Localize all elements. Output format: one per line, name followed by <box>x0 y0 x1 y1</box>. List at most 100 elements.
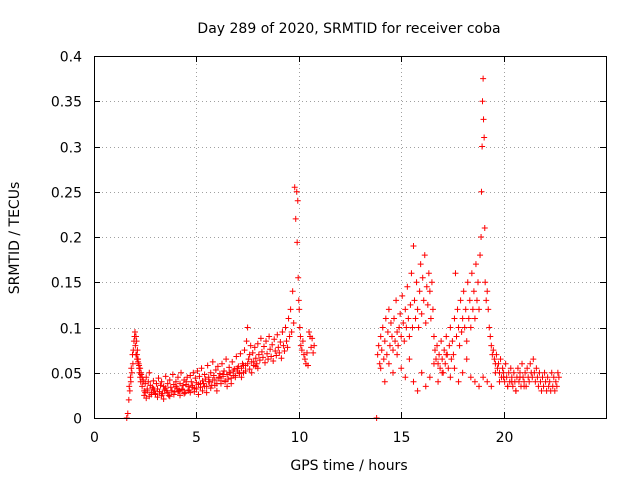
data-point <box>298 347 305 354</box>
data-point <box>290 319 297 326</box>
data-point <box>190 369 197 376</box>
data-point <box>310 349 317 356</box>
data-point <box>399 292 406 299</box>
data-point <box>456 342 463 349</box>
data-point <box>383 351 390 358</box>
data-point <box>144 387 151 394</box>
data-point <box>418 369 425 376</box>
data-point <box>471 378 478 385</box>
data-point <box>177 380 184 387</box>
data-point <box>283 338 290 345</box>
data-point <box>476 383 483 390</box>
data-point <box>430 360 437 367</box>
data-point <box>465 315 472 322</box>
data-point <box>137 365 144 372</box>
data-point <box>398 365 405 372</box>
data-point <box>464 279 471 286</box>
data-point <box>236 369 243 376</box>
data-point <box>180 382 187 389</box>
data-point <box>448 356 455 363</box>
data-point <box>485 306 492 313</box>
data-point <box>426 374 433 381</box>
data-point <box>164 389 171 396</box>
data-point <box>504 383 511 390</box>
data-point <box>548 369 555 376</box>
data-point <box>193 386 200 393</box>
data-point <box>270 357 277 364</box>
data-point <box>244 360 251 367</box>
y-tick-label: 0 <box>73 412 82 428</box>
data-point <box>214 363 221 370</box>
data-point <box>382 315 389 322</box>
data-point <box>463 356 470 363</box>
data-point <box>406 356 413 363</box>
data-point <box>187 372 194 379</box>
data-point <box>204 362 211 369</box>
data-point <box>129 360 136 367</box>
data-point <box>400 319 407 326</box>
data-point <box>407 301 414 308</box>
data-point <box>126 383 133 390</box>
x-axis-label: GPS time / hours <box>290 458 407 474</box>
data-point <box>488 383 495 390</box>
data-point <box>536 369 543 376</box>
data-point <box>479 98 486 105</box>
data-point <box>146 369 153 376</box>
data-point <box>265 356 272 363</box>
data-point <box>436 351 443 358</box>
data-point <box>421 252 428 259</box>
data-point <box>480 75 487 82</box>
data-point <box>477 252 484 259</box>
data-point <box>157 382 164 389</box>
data-point <box>519 360 526 367</box>
data-point <box>225 376 232 383</box>
data-point <box>148 391 155 398</box>
data-point <box>493 351 500 358</box>
data-point <box>277 338 284 345</box>
data-point <box>296 324 303 331</box>
data-point <box>529 374 536 381</box>
data-point <box>210 372 217 379</box>
data-point <box>466 297 473 304</box>
data-point <box>390 369 397 376</box>
y-tick-label: 0.3 <box>60 141 82 157</box>
data-point <box>459 369 466 376</box>
data-point <box>280 342 287 349</box>
data-point <box>205 378 212 385</box>
data-point <box>166 393 173 400</box>
data-point <box>386 342 393 349</box>
data-point <box>268 353 275 360</box>
data-point <box>183 381 190 388</box>
data-point <box>293 188 300 195</box>
data-point <box>555 374 562 381</box>
data-point <box>405 315 412 322</box>
data-point <box>439 369 446 376</box>
data-point <box>272 348 279 355</box>
data-point <box>211 382 218 389</box>
data-point <box>196 373 203 380</box>
data-point <box>181 390 188 397</box>
data-point <box>194 367 201 374</box>
data-point <box>207 385 214 392</box>
data-point <box>409 324 416 331</box>
data-point <box>428 279 435 286</box>
data-point <box>433 356 440 363</box>
data-point <box>473 297 480 304</box>
data-point <box>403 324 410 331</box>
data-point <box>453 333 460 340</box>
data-point <box>140 378 147 385</box>
data-point <box>482 279 489 286</box>
data-point <box>158 392 165 399</box>
data-point <box>401 338 408 345</box>
data-point <box>502 360 509 367</box>
data-point <box>537 378 544 385</box>
data-point <box>507 365 514 372</box>
data-point <box>467 374 474 381</box>
data-point <box>378 347 385 354</box>
data-point <box>135 358 142 365</box>
data-point <box>423 283 430 290</box>
data-point <box>273 352 280 359</box>
data-point <box>292 215 299 222</box>
data-point <box>429 306 436 313</box>
data-point <box>449 338 456 345</box>
